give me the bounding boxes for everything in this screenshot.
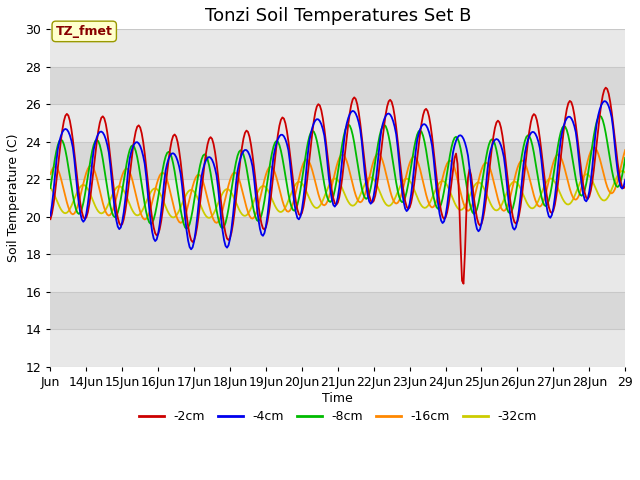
Line: -32cm: -32cm	[51, 171, 625, 218]
-32cm	[60, 210, 68, 216]
-8cm	[47, 185, 54, 191]
-4cm	[47, 213, 54, 218]
-8cm	[429, 194, 437, 200]
-32cm	[47, 185, 54, 191]
-8cm	[285, 191, 292, 197]
Line: -16cm: -16cm	[51, 147, 625, 223]
-8cm	[183, 226, 191, 232]
-32cm	[97, 211, 105, 216]
X-axis label: Time: Time	[323, 392, 353, 405]
-4cm	[188, 246, 195, 252]
-8cm	[621, 155, 629, 161]
Legend: -2cm, -4cm, -8cm, -16cm, -32cm: -2cm, -4cm, -8cm, -16cm, -32cm	[134, 405, 542, 428]
-2cm	[460, 281, 467, 287]
Bar	[51, 292, 625, 329]
-2cm	[446, 192, 454, 197]
-8cm	[97, 148, 105, 154]
-4cm	[285, 147, 292, 153]
Line: -4cm: -4cm	[51, 101, 625, 249]
-16cm	[212, 220, 220, 226]
-4cm	[60, 127, 68, 132]
-2cm	[602, 85, 609, 91]
Bar	[51, 104, 625, 142]
-4cm	[448, 161, 456, 167]
-8cm	[596, 113, 604, 119]
-16cm	[621, 147, 629, 153]
-16cm	[352, 192, 360, 198]
-8cm	[352, 149, 360, 155]
-32cm	[618, 168, 626, 174]
-32cm	[448, 192, 456, 198]
Bar	[51, 67, 625, 104]
Bar	[51, 180, 625, 217]
-2cm	[283, 128, 291, 134]
Line: -2cm: -2cm	[51, 88, 625, 284]
-8cm	[448, 144, 456, 150]
Text: TZ_fmet: TZ_fmet	[56, 25, 113, 38]
-16cm	[47, 171, 54, 177]
-4cm	[621, 177, 629, 182]
-4cm	[352, 111, 360, 117]
-2cm	[97, 115, 105, 120]
-2cm	[428, 134, 436, 140]
-16cm	[97, 194, 105, 200]
-2cm	[621, 183, 629, 189]
-4cm	[600, 98, 608, 104]
-32cm	[429, 192, 437, 197]
Bar	[51, 142, 625, 180]
-32cm	[621, 170, 629, 176]
-32cm	[285, 198, 292, 204]
-16cm	[285, 209, 292, 215]
Bar	[51, 217, 625, 254]
-4cm	[97, 129, 105, 134]
-2cm	[351, 95, 358, 100]
-16cm	[60, 187, 68, 193]
Y-axis label: Soil Temperature (C): Soil Temperature (C)	[7, 134, 20, 263]
-32cm	[205, 215, 213, 221]
-32cm	[352, 201, 360, 206]
-2cm	[47, 216, 54, 222]
-2cm	[60, 118, 68, 124]
-16cm	[448, 159, 456, 165]
Title: Tonzi Soil Temperatures Set B: Tonzi Soil Temperatures Set B	[205, 7, 471, 25]
Bar	[51, 254, 625, 292]
-4cm	[429, 156, 437, 161]
-16cm	[590, 144, 598, 150]
-16cm	[429, 204, 437, 210]
-8cm	[60, 142, 68, 147]
Bar	[51, 29, 625, 67]
Line: -8cm: -8cm	[51, 116, 625, 229]
Bar	[51, 329, 625, 367]
